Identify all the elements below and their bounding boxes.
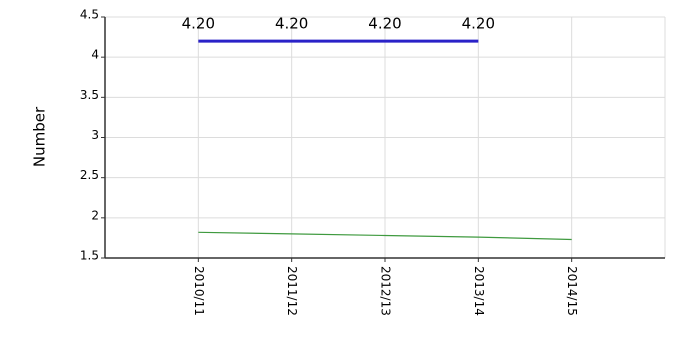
data-label: 4.20 (275, 15, 308, 33)
y-tick-label: 4 (91, 48, 99, 62)
x-tick-label: 2014/15 (565, 266, 579, 316)
y-tick-label: 2 (91, 208, 99, 222)
x-tick-label: 2011/12 (285, 266, 299, 316)
y-tick-label: 3.5 (80, 88, 99, 102)
data-label: 4.20 (368, 15, 401, 33)
x-tick-label: 2013/14 (472, 266, 486, 316)
x-tick-label: 2010/11 (192, 266, 206, 316)
x-tick-label: 2012/13 (379, 266, 393, 316)
y-tick-label: 2.5 (80, 168, 99, 182)
y-axis-label: Number (31, 106, 49, 167)
line-series (198, 231, 572, 241)
y-tick-label: 1.5 (80, 249, 99, 263)
y-tick-label: 3 (91, 128, 99, 142)
data-label: 4.20 (462, 15, 495, 33)
data-label: 4.20 (182, 15, 215, 33)
y-tick-label: 4.5 (80, 8, 99, 22)
